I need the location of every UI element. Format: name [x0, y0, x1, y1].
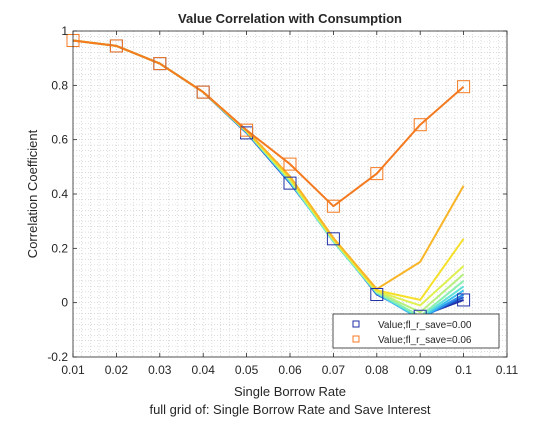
data-point-marker: [457, 293, 471, 307]
x-tick-label: 0.04: [192, 363, 216, 377]
data-point-marker: [109, 39, 123, 53]
data-point-marker: [370, 288, 384, 302]
data-point-marker: [326, 199, 340, 213]
y-tick-label: 0.2: [51, 241, 68, 255]
data-point-marker: [240, 123, 254, 137]
x-tick-label: 0.05: [235, 363, 259, 377]
y-tick-label: 0.4: [51, 187, 68, 201]
legend-marker: [352, 320, 360, 328]
legend-entry-label: Value;fl_r_save=0.06: [378, 335, 472, 346]
y-tick-label: 0.6: [51, 133, 68, 147]
legend-marker: [352, 335, 360, 343]
data-point-marker: [457, 80, 471, 94]
data-point-marker: [370, 167, 384, 181]
y-tick-label: 0: [61, 296, 68, 310]
x-tick-label: 0.08: [365, 363, 389, 377]
x-tick-label: 0.09: [409, 363, 433, 377]
legend-entry-label: Value;fl_r_save=0.00: [378, 320, 472, 331]
data-point-marker: [153, 57, 167, 71]
data-point-marker: [326, 232, 340, 246]
y-tick-label: -0.2: [47, 350, 68, 364]
chart-subtitle: full grid of: Single Borrow Rate and Sav…: [149, 402, 430, 417]
data-point-marker: [196, 85, 210, 99]
x-tick-label: 0.02: [105, 363, 129, 377]
legend-box: [332, 313, 500, 349]
legend: Value;fl_r_save=0.00 Value;fl_r_save=0.06: [332, 313, 500, 349]
x-tick-label: 0.06: [278, 363, 302, 377]
x-tick-label: 0.11: [496, 363, 519, 377]
x-axis-label: Single Borrow Rate: [234, 384, 346, 399]
data-point-marker: [283, 157, 297, 171]
minor-grid: [73, 31, 507, 357]
y-tick-label: 0.8: [51, 78, 68, 92]
y-tick-label: 1: [61, 24, 68, 38]
data-point-marker: [283, 176, 297, 190]
data-point-marker: [413, 118, 427, 132]
x-tick-label: 0.03: [148, 363, 172, 377]
chart-title: Value Correlation with Consumption: [178, 11, 402, 26]
y-axis-label: Correlation Coefficient: [25, 129, 40, 258]
x-tick-label: 0.1: [455, 363, 472, 377]
x-tick-label: 0.01: [61, 363, 85, 377]
x-tick-label: 0.07: [322, 363, 346, 377]
series-line-10: [72, 39, 465, 208]
